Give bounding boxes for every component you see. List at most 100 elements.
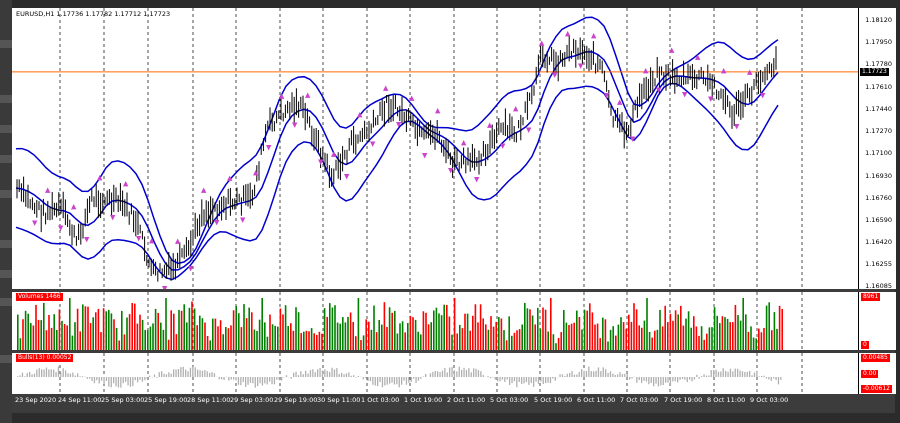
indicator-bar xyxy=(221,377,223,380)
volume-bar xyxy=(690,327,692,350)
indicator-bar xyxy=(473,368,475,377)
indicator-bar xyxy=(617,374,619,377)
volume-bar xyxy=(279,308,282,350)
volume-bar xyxy=(680,305,682,350)
indicator-bar xyxy=(300,371,302,377)
indicator-bar xyxy=(665,377,667,383)
volume-bar xyxy=(188,307,191,350)
indicator-bar xyxy=(377,377,379,387)
time-axis[interactable]: 23 Sep 2020 24 Sep 11:00 25 Sep 03:00 25 Se… xyxy=(12,394,895,413)
indicator-bar xyxy=(429,373,432,377)
volume-bar xyxy=(134,303,136,350)
side-tab[interactable] xyxy=(0,155,12,163)
pane-separator[interactable] xyxy=(12,350,852,353)
indicator-pane[interactable]: Bulls(13) 0.00052 xyxy=(12,353,858,394)
volume-chart[interactable] xyxy=(12,292,858,350)
side-tab[interactable] xyxy=(0,240,12,248)
volume-bar xyxy=(599,338,601,350)
volume-pane[interactable]: Volumes 1466 xyxy=(12,292,858,350)
indicator-bar xyxy=(127,377,129,386)
volume-bar xyxy=(232,310,235,350)
volume-bar xyxy=(773,312,776,350)
volume-axis: 8961 0 xyxy=(858,292,896,350)
indicator-bar xyxy=(41,369,43,377)
indicator-bar xyxy=(350,375,352,377)
volume-bar xyxy=(586,310,588,350)
fractal-marker: ▲ xyxy=(305,91,311,99)
volume-bar xyxy=(687,311,690,350)
indicator-bar xyxy=(768,377,770,380)
volume-bar xyxy=(79,331,81,350)
fractal-marker: ▲ xyxy=(747,68,753,76)
volume-bar xyxy=(27,313,29,350)
indicator-bar xyxy=(77,373,79,377)
side-tab[interactable] xyxy=(0,298,12,306)
indicator-bar xyxy=(753,372,756,377)
volume-bar xyxy=(230,325,232,350)
volume-bar xyxy=(768,302,770,350)
side-tab[interactable] xyxy=(0,125,12,133)
volume-bar xyxy=(199,315,201,350)
indicator-bar xyxy=(468,368,470,377)
pane-separator[interactable] xyxy=(12,289,852,292)
volume-bar xyxy=(170,310,172,350)
volume-bar xyxy=(76,308,79,350)
indicator-max-label: 0.00485 xyxy=(861,354,890,362)
volume-bar xyxy=(482,318,484,350)
price-chart[interactable]: ▼ ▲ ▼ ▲ ▼ ▲ ▼ ▲ ▼ ▲ ▼ ▲ ▼ ▲ ▼ ▲ ▼ ▲ ▼ ▲ ▼ ▲ ▼ ▲ ▼ ▲ ▼ ▲ ▼ ▲ ▼ ▲ ▼ ▲ ▼ ▲ ▼ ▲ ▼ ▲… xyxy=(12,8,858,292)
upper-band xyxy=(15,16,779,265)
indicator-bar xyxy=(33,373,36,377)
price-tick-label: 1.16420 xyxy=(865,238,892,247)
indicator-bar xyxy=(312,369,314,377)
price-pane[interactable]: ▼ ▲ ▼ ▲ ▼ ▲ ▼ ▲ ▼ ▲ ▼ ▲ ▼ ▲ ▼ ▲ ▼ ▲ ▼ ▲ ▼ ▲ ▼ ▲ ▼ ▲ ▼ ▲ ▼ ▲ ▼ ▲ ▼ ▲ ▼ ▲ ▼ ▲ ▼ ▲… xyxy=(12,8,858,292)
indicator-bar xyxy=(156,377,158,378)
fractal-marker: ▲ xyxy=(643,66,649,74)
volume-bar xyxy=(682,325,685,350)
indicator-bar xyxy=(264,377,266,384)
volume-bar xyxy=(167,339,170,350)
indicator-bar xyxy=(384,377,386,386)
fractal-marker: ▲ xyxy=(591,32,597,40)
indicator-bar xyxy=(590,371,592,377)
indicator-bar xyxy=(559,374,561,377)
indicator-chart[interactable] xyxy=(12,353,858,394)
indicator-bar xyxy=(67,373,69,377)
side-tab[interactable] xyxy=(0,355,12,363)
middle-band xyxy=(15,51,779,271)
indicator-bar xyxy=(732,371,734,377)
side-tab[interactable] xyxy=(0,270,12,278)
indicator-bar xyxy=(57,366,60,377)
indicator-bar xyxy=(564,375,566,377)
volume-bar xyxy=(240,327,243,350)
indicator-bar xyxy=(576,374,578,377)
time-tick-label: 29 Sep 03:00 xyxy=(230,396,274,404)
indicator-bar xyxy=(758,376,760,377)
side-tab[interactable] xyxy=(0,190,12,198)
volume-bar xyxy=(131,303,133,350)
indicator-bar xyxy=(660,377,662,386)
fractal-marker: ▲ xyxy=(71,203,77,211)
side-tab[interactable] xyxy=(0,95,12,103)
price-axis[interactable]: 1.18120 1.17950 1.17780 1.17610 1.17440 1.172… xyxy=(858,8,896,290)
indicator-bar xyxy=(492,377,494,378)
indicator-bar xyxy=(684,377,686,380)
volume-bar xyxy=(778,305,781,350)
indicator-bar xyxy=(619,372,621,377)
side-tab[interactable] xyxy=(0,40,12,48)
volume-bar xyxy=(693,316,695,350)
volume-bar xyxy=(648,332,651,350)
indicator-bar xyxy=(48,369,50,377)
volume-bar xyxy=(313,333,315,350)
volume-bar xyxy=(121,310,123,350)
fractal-marker: ▲ xyxy=(331,150,337,158)
indicator-bar xyxy=(86,377,88,379)
volume-bar xyxy=(456,333,458,350)
indicator-bar xyxy=(31,374,33,377)
volume-bar xyxy=(238,313,240,350)
volume-bar xyxy=(204,322,206,350)
indicator-bar xyxy=(717,371,720,377)
chart-window[interactable]: ▼ ▲ ▼ ▲ ▼ ▲ ▼ ▲ ▼ ▲ ▼ ▲ ▼ ▲ ▼ ▲ ▼ ▲ ▼ ▲ ▼ ▲ ▼ ▲ ▼ ▲ ▼ ▲ ▼ ▲ ▼ ▲ ▼ ▲ ▼ ▲ ▼ ▲ ▼ ▲… xyxy=(12,8,896,413)
indicator-bar xyxy=(321,370,324,377)
fractal-marker: ▲ xyxy=(227,174,233,182)
indicator-bar xyxy=(278,377,280,381)
